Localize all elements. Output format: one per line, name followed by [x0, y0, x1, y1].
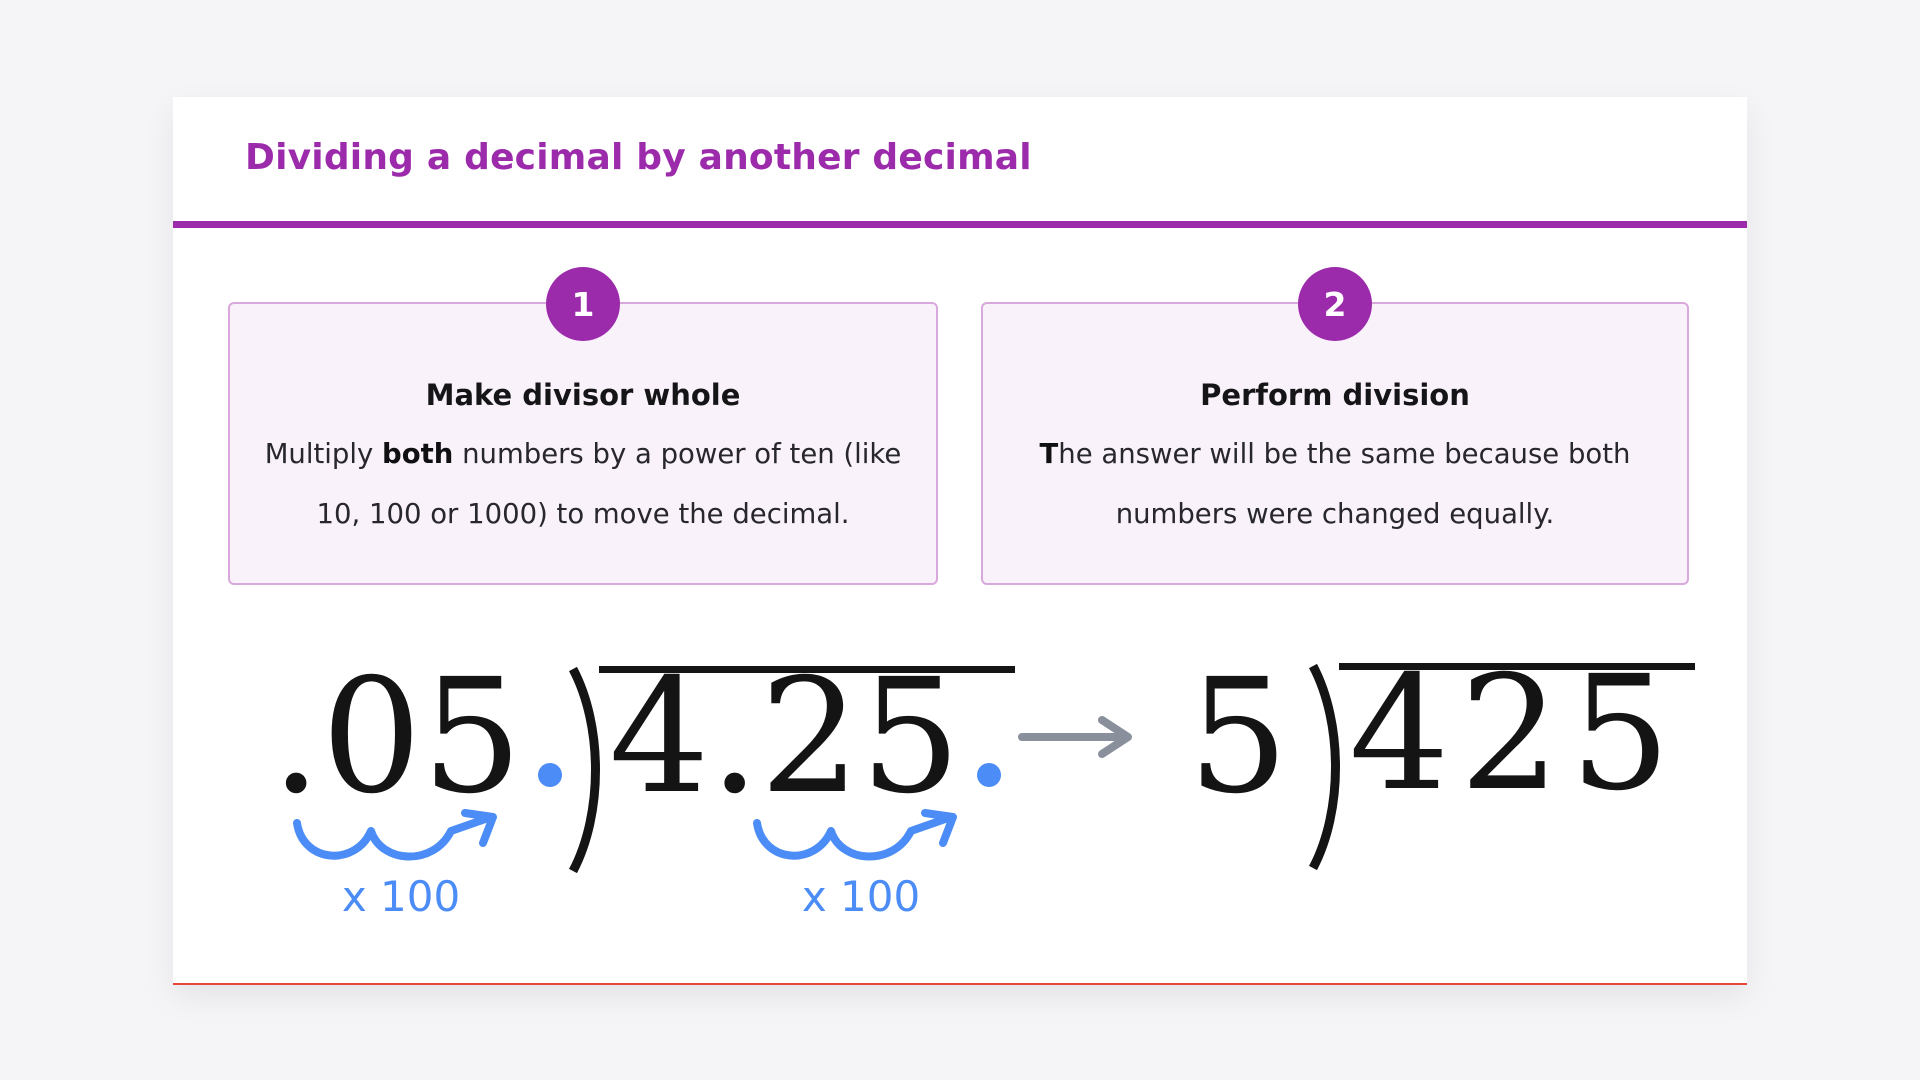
math-illustration: .05 4.25 x 100 x 100: [173, 97, 1747, 983]
division-bracket-icon: [569, 666, 600, 874]
content-panel: Dividing a decimal by another decimal 1 …: [173, 97, 1747, 985]
wavy-arrow-icon: [293, 809, 497, 861]
title-divider: [173, 221, 1747, 228]
page-title: Dividing a decimal by another decimal: [245, 137, 1032, 178]
result-bracket: 425: [1301, 655, 1695, 871]
result-divisor: 5: [1188, 645, 1289, 829]
step-heading-1: Make divisor whole: [425, 378, 741, 412]
divisor-value: .05: [271, 645, 523, 829]
step-body-2: The answer will be the same because both…: [1039, 438, 1631, 530]
math-divisor: .05: [271, 658, 563, 816]
new-decimal-dot-icon: [976, 763, 1001, 787]
dividend-value: 4.25: [609, 645, 961, 829]
step-heading-2: Perform division: [1200, 378, 1470, 412]
right-arrow-icon: [1018, 716, 1132, 758]
step-badge-1: 1: [546, 267, 620, 341]
step-badge-2: 2: [1298, 267, 1372, 341]
multiplier-label-2: x 100: [801, 872, 921, 921]
math-dividend: 4.25: [599, 658, 1015, 816]
step-card-1: 1 Make divisor whole Multiply both numbe…: [228, 267, 938, 585]
result-dividend: 425: [1339, 655, 1695, 813]
new-decimal-dot-icon: [538, 763, 563, 787]
multiplier-label-1: x 100: [341, 872, 461, 921]
division-bracket-icon: [1309, 663, 1340, 871]
math-dividend-bracket: 4.25: [561, 658, 1015, 874]
wavy-arrow-icon: [753, 809, 957, 861]
step-body-1: Multiply both numbers by a power of ten …: [264, 438, 902, 530]
step-card-2: 2 Perform division The answer will be th…: [981, 267, 1689, 585]
